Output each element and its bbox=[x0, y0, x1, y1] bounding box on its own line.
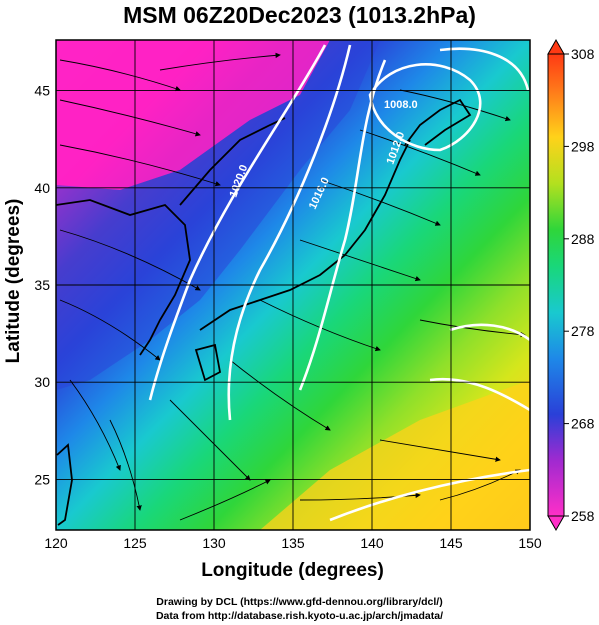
y-tick-label: 25 bbox=[34, 471, 50, 487]
streamline bbox=[109, 419, 142, 511]
korea-coast bbox=[56, 199, 191, 356]
colorbar-tick-label: 298 bbox=[571, 138, 595, 154]
colorbar-ticks: 308 298 288 278 268 258 bbox=[564, 46, 595, 524]
y-axis-ticks: 25 30 35 40 45 bbox=[34, 83, 50, 488]
credit-data: Data from http://database.rish.kyoto-u.a… bbox=[155, 610, 444, 622]
cold-air-region bbox=[56, 40, 330, 190]
x-axis-label: Longitude (degrees) bbox=[201, 560, 384, 581]
manchuria-coast bbox=[179, 117, 286, 206]
streamline bbox=[399, 89, 511, 122]
streamline bbox=[59, 229, 201, 291]
isobar-1004 bbox=[439, 47, 530, 91]
streamline bbox=[59, 59, 181, 92]
x-tick-label: 125 bbox=[123, 535, 147, 551]
isobar-1012 bbox=[298, 59, 387, 391]
y-tick-label: 40 bbox=[34, 180, 50, 196]
isobar-label: 1008.0 bbox=[384, 99, 418, 111]
streamline bbox=[69, 379, 121, 471]
colorbar: 308 298 288 278 268 258 bbox=[547, 38, 595, 532]
warm-air-region bbox=[260, 380, 530, 530]
x-tick-label: 145 bbox=[439, 535, 463, 551]
streamline bbox=[169, 399, 251, 481]
streamline bbox=[319, 179, 441, 226]
colorbar-tick-label: 278 bbox=[571, 323, 595, 339]
y-tick-label: 45 bbox=[34, 83, 50, 99]
isobar-1008 bbox=[368, 63, 482, 152]
colorbar-bottom-arrow bbox=[547, 515, 565, 532]
x-tick-label: 150 bbox=[518, 535, 542, 551]
streamline bbox=[59, 144, 221, 187]
colorbar-tick-label: 268 bbox=[571, 416, 595, 432]
kyushu-coast bbox=[194, 343, 222, 382]
x-tick-label: 120 bbox=[44, 535, 68, 551]
isobar-1016 bbox=[227, 44, 352, 421]
graticule bbox=[56, 40, 530, 530]
y-tick-label: 30 bbox=[34, 374, 50, 390]
streamline bbox=[359, 129, 481, 176]
streamline bbox=[159, 52, 281, 71]
streamline bbox=[379, 439, 501, 462]
x-tick-label: 135 bbox=[281, 535, 305, 551]
x-axis-ticks: 120 125 130 135 140 145 150 bbox=[44, 535, 542, 551]
isobar-1020-east bbox=[429, 377, 530, 412]
credit-drawing: Drawing by DCL (https://www.gfd-dennou.o… bbox=[156, 596, 443, 608]
taiwan-coast bbox=[56, 443, 73, 526]
isobar-south bbox=[329, 468, 530, 522]
streamline bbox=[59, 99, 201, 137]
streamline bbox=[59, 299, 161, 361]
colorbar-top-arrow bbox=[547, 38, 565, 55]
streamline bbox=[419, 319, 526, 338]
cool-air-band bbox=[56, 40, 380, 390]
hokkaido-coast bbox=[404, 98, 472, 146]
colorbar-tick-label: 258 bbox=[571, 508, 595, 524]
streamline bbox=[229, 359, 331, 431]
streamline bbox=[179, 479, 271, 521]
y-tick-label: 35 bbox=[34, 277, 50, 293]
x-tick-label: 140 bbox=[360, 535, 384, 551]
colorbar-tick-label: 288 bbox=[571, 231, 595, 247]
streamline bbox=[439, 469, 521, 501]
streamline bbox=[299, 239, 421, 282]
colorbar-tick-label: 308 bbox=[571, 46, 595, 62]
plot-frame bbox=[55, 39, 531, 531]
x-tick-label: 130 bbox=[202, 535, 226, 551]
streamline bbox=[299, 492, 421, 501]
chart-title: MSM 06Z20Dec2023 (1013.2hPa) bbox=[123, 2, 476, 28]
isobar-1016-east bbox=[449, 323, 530, 342]
colorbar-scale bbox=[547, 53, 565, 517]
map-plot-area: 1008.0 1012.0 1016.0 1020.0 bbox=[56, 40, 530, 530]
